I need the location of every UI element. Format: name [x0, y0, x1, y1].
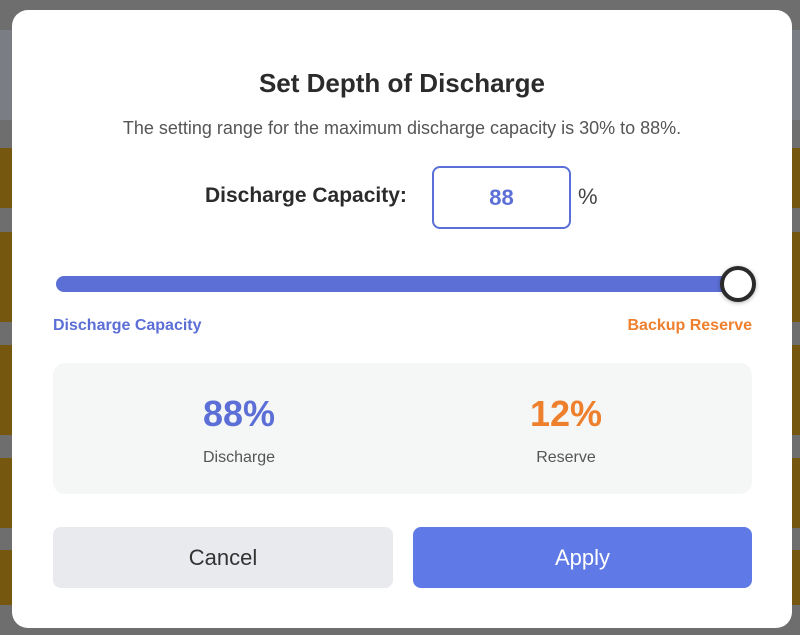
discharge-value: 88%: [202, 393, 276, 434]
discharge-stat: 88% Discharge: [139, 393, 339, 467]
capacity-label: Discharge Capacity:: [205, 184, 407, 207]
slider-track[interactable]: [56, 276, 736, 292]
dialog-subtitle: The setting range for the maximum discha…: [122, 118, 682, 138]
capacity-input[interactable]: [432, 166, 571, 229]
percent-unit: %: [578, 184, 598, 209]
stats-panel: 88% Discharge 12% Reserve: [53, 363, 752, 494]
reserve-caption: Reserve: [536, 449, 596, 466]
capacity-row: Discharge Capacity: %: [12, 166, 792, 229]
slider-right-label: Backup Reserve: [627, 317, 752, 334]
dialog-title: Set Depth of Discharge: [258, 68, 546, 98]
apply-button[interactable]: Apply: [413, 527, 752, 588]
discharge-caption: Discharge: [202, 449, 276, 466]
reserve-value: 12%: [529, 393, 603, 434]
slider-thumb[interactable]: [720, 266, 756, 302]
depth-of-discharge-dialog: Set Depth of Discharge The setting range…: [12, 10, 792, 628]
cancel-button[interactable]: Cancel: [53, 527, 393, 588]
slider-left-label: Discharge Capacity: [53, 317, 202, 334]
reserve-stat: 12% Reserve: [466, 393, 666, 467]
